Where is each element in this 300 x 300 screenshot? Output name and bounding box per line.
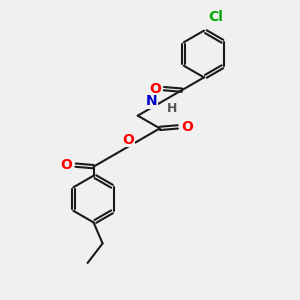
Text: Cl: Cl bbox=[208, 10, 224, 24]
Text: H: H bbox=[167, 102, 177, 115]
Text: N: N bbox=[146, 94, 158, 108]
Text: O: O bbox=[181, 120, 193, 134]
Text: O: O bbox=[122, 133, 134, 147]
Text: O: O bbox=[61, 158, 73, 172]
Text: O: O bbox=[149, 82, 161, 96]
